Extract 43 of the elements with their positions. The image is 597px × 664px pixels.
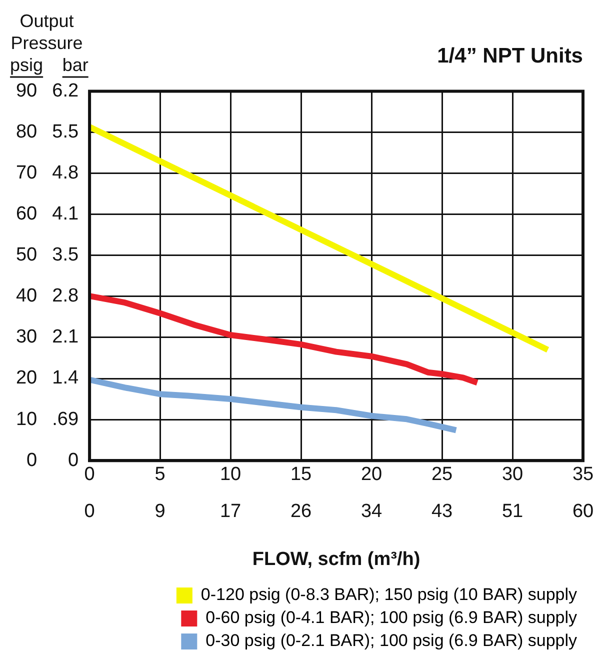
y-tick-label: 90 [16,80,38,102]
y2-tick-label: 3.5 [52,244,79,266]
y2-tick-label: 4.1 [52,204,79,225]
x2-tick-label: 60 [572,501,594,522]
x-tick-label: 35 [572,464,594,486]
x2-tick-label: 51 [502,501,524,522]
y2-tick-label: 5.5 [52,121,79,142]
x-tick-label: 0 [84,464,95,486]
x2-tick-label: 9 [154,501,166,522]
x2-tick-label: 26 [290,501,312,522]
x2-tick-label: 34 [360,501,383,522]
y-tick-label: 20 [16,368,38,389]
x2-tick-label: 43 [431,501,453,522]
x2-tick-label: 17 [220,501,242,522]
legend-label: 0-60 psig (0-4.1 BAR); 100 psig (6.9 BAR) supply [206,608,578,628]
x2-tick-label: 0 [84,501,95,522]
x-tick-label: 20 [360,464,382,486]
x-axis-title: FLOW, scfm (m³/h) [252,548,420,570]
y-tick-label: 10 [16,408,38,430]
y-tick-label: 40 [16,286,38,307]
y-tick-label: 70 [16,162,38,184]
y2-tick-label: 6.2 [52,80,79,102]
y2-tick-label: 4.8 [52,162,79,184]
y2-tick-label: 2.8 [52,286,79,307]
chart-title: 1/4” NPT Units [437,44,583,68]
x-tick-label: 15 [290,464,312,486]
y2-tick-label: 0 [68,450,79,471]
y2-tick-label: .69 [52,408,79,430]
y2-axis-title: bar [62,55,88,76]
y-tick-label: 60 [16,204,38,225]
legend-label: 0-30 psig (0-2.1 BAR); 100 psig (6.9 BAR) supply [206,631,578,650]
y-tick-label: 80 [16,121,38,142]
y-tick-label: 0 [26,450,38,471]
y-axis-title: psig [10,55,44,76]
y-tick-label: 30 [16,326,38,348]
y-tick-label: 50 [16,244,38,266]
x-tick-label: 25 [431,464,453,486]
x-tick-label: 10 [220,464,242,486]
x-tick-label: 30 [502,464,524,486]
y2-tick-label: 2.1 [52,326,79,348]
legend-label: 0-120 psig (0-8.3 BAR); 150 psig (10 BAR) supply [200,585,578,604]
x-tick-label: 5 [154,464,166,486]
y2-tick-label: 1.4 [52,368,79,389]
